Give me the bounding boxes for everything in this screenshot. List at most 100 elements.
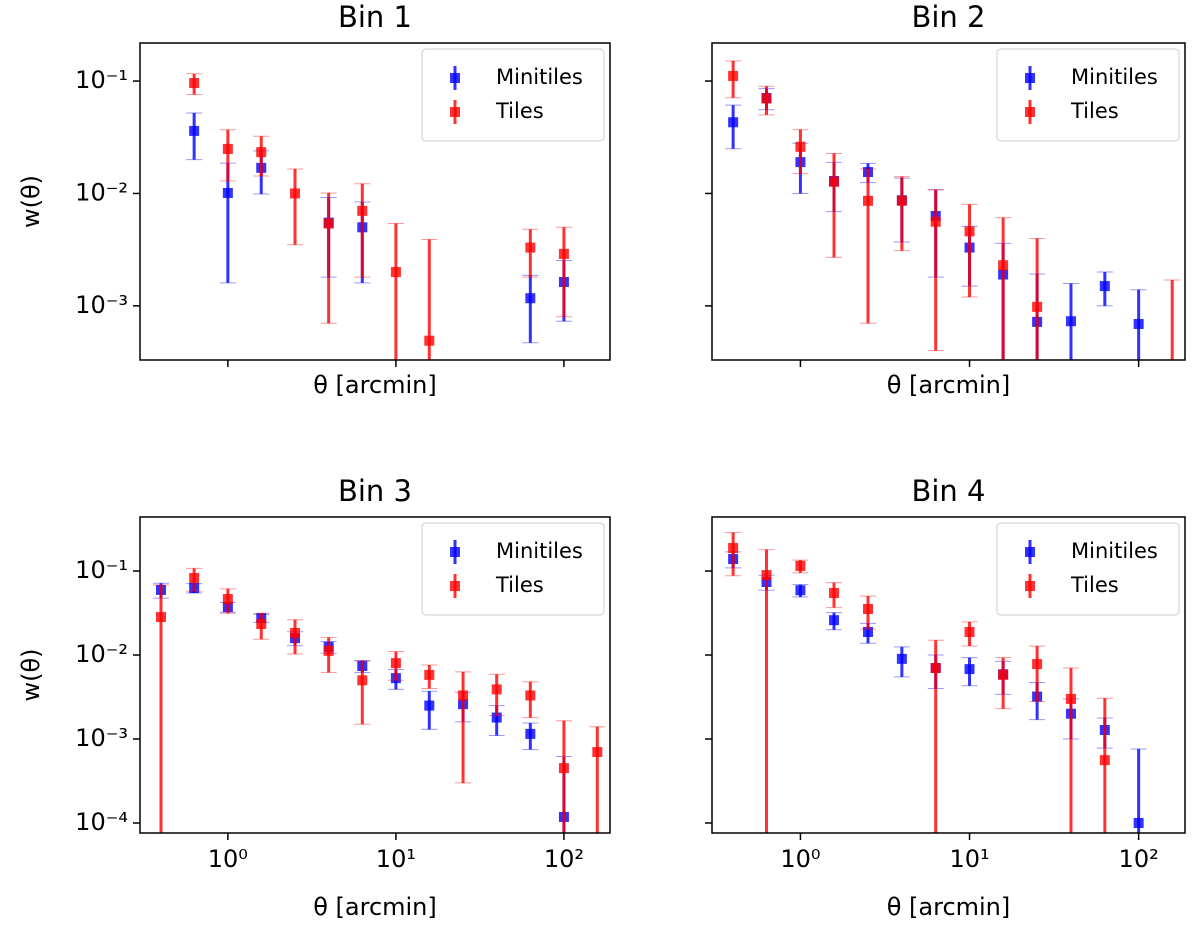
- marker: [964, 226, 975, 237]
- marker: [256, 147, 267, 158]
- marker: [1065, 693, 1076, 704]
- x-axis-label: θ [arcmin]: [887, 893, 1011, 921]
- marker: [222, 143, 233, 154]
- marker: [323, 218, 334, 229]
- y-tick-label: 10⁻⁴: [75, 808, 128, 836]
- axes-frame: [711, 516, 1186, 834]
- marker: [155, 612, 166, 623]
- marker: [1065, 316, 1076, 327]
- x-tick-label: 10¹: [376, 845, 416, 873]
- marker: [189, 125, 200, 136]
- legend-marker: [450, 581, 460, 591]
- marker: [795, 560, 806, 571]
- legend-marker: [1025, 73, 1035, 83]
- marker: [424, 335, 435, 346]
- legend-frame: [421, 48, 605, 142]
- legend-marker: [450, 547, 460, 557]
- x-tick-label: 10¹: [949, 845, 989, 873]
- legend-label: Minitiles: [496, 65, 583, 89]
- marker: [424, 700, 435, 711]
- panel: Bin 4 10⁰ 10¹ 10² θ [arcmin] Minitiles Tiles: [705, 474, 1186, 921]
- marker: [592, 747, 603, 758]
- panel-title: Bin 4: [911, 474, 985, 508]
- y-tick-label: 10⁻³: [75, 291, 128, 319]
- marker: [491, 684, 502, 695]
- x-tick-label: 10⁰: [208, 845, 248, 873]
- panel: Bin 1 10⁻¹ 10⁻² 10⁻³ θ [arcmin] w(θ) Minitiles…: [17, 0, 611, 399]
- marker: [558, 248, 569, 259]
- panel-title: Bin 3: [338, 474, 412, 508]
- plot-area: [725, 60, 1181, 423]
- marker: [222, 594, 233, 605]
- x-tick-label: 10⁰: [780, 845, 820, 873]
- legend: Minitiles Tiles: [421, 48, 605, 142]
- marker: [189, 78, 200, 89]
- marker: [1167, 413, 1177, 423]
- x-tick-label: 10²: [1119, 845, 1159, 873]
- marker: [863, 626, 874, 637]
- axes-frame: [711, 42, 1186, 361]
- marker: [998, 260, 1009, 271]
- x-axis-label: θ [arcmin]: [313, 893, 437, 921]
- marker: [525, 293, 536, 304]
- marker: [728, 117, 739, 128]
- marker: [998, 669, 1009, 680]
- marker: [558, 763, 569, 774]
- y-tick-label: 10⁻²: [75, 640, 128, 668]
- marker: [964, 664, 975, 675]
- legend: Minitiles Tiles: [421, 522, 605, 616]
- legend-label: Minitiles: [496, 539, 583, 563]
- legend-label: Tiles: [1070, 99, 1119, 123]
- marker: [728, 70, 739, 81]
- x-axis-label: θ [arcmin]: [313, 371, 437, 399]
- axes-frame: [139, 516, 611, 834]
- marker: [761, 570, 772, 581]
- panel: Bin 2 θ [arcmin] Minitiles Tiles: [705, 0, 1186, 423]
- marker: [1099, 755, 1110, 766]
- plot-area: [725, 531, 1147, 833]
- marker: [761, 93, 772, 104]
- marker: [863, 195, 874, 206]
- marker: [795, 585, 806, 596]
- legend-label: Minitiles: [1071, 65, 1158, 89]
- marker: [525, 690, 536, 701]
- plot-area: [152, 567, 606, 833]
- marker: [290, 188, 301, 199]
- marker: [863, 604, 874, 615]
- y-tick-label: 10⁻³: [75, 724, 128, 752]
- marker: [357, 675, 368, 686]
- x-tick-label: 10²: [544, 845, 584, 873]
- y-axis-label: w(θ): [17, 175, 45, 228]
- marker: [964, 626, 975, 637]
- legend-marker: [450, 73, 460, 83]
- marker: [323, 645, 334, 656]
- legend-label: Tiles: [495, 99, 544, 123]
- y-tick-label: 10⁻¹: [75, 66, 128, 94]
- x-axis-label: θ [arcmin]: [887, 371, 1011, 399]
- legend-marker: [450, 107, 460, 117]
- panel: Bin 3 10⁰ 10¹ 10² 10⁻¹ 10⁻² 10⁻³ 10⁻⁴ θ [arcmin]…: [17, 474, 611, 921]
- marker: [829, 176, 840, 187]
- marker: [1032, 659, 1043, 670]
- marker: [1133, 318, 1144, 329]
- legend-label: Minitiles: [1071, 539, 1158, 563]
- legend-marker: [1025, 107, 1035, 117]
- legend-frame: [421, 522, 605, 616]
- axes-frame: [139, 42, 611, 361]
- marker: [795, 141, 806, 152]
- marker: [390, 267, 401, 278]
- marker: [829, 615, 840, 626]
- marker: [896, 653, 907, 664]
- legend-marker: [1025, 547, 1035, 557]
- marker: [930, 216, 941, 227]
- marker: [424, 669, 435, 680]
- marker: [390, 658, 401, 669]
- marker: [728, 543, 739, 554]
- legend-frame: [996, 48, 1180, 142]
- y-tick-label: 10⁻¹: [75, 556, 128, 584]
- marker: [458, 690, 469, 701]
- marker: [525, 728, 536, 739]
- legend-frame: [996, 522, 1180, 616]
- marker: [189, 573, 200, 584]
